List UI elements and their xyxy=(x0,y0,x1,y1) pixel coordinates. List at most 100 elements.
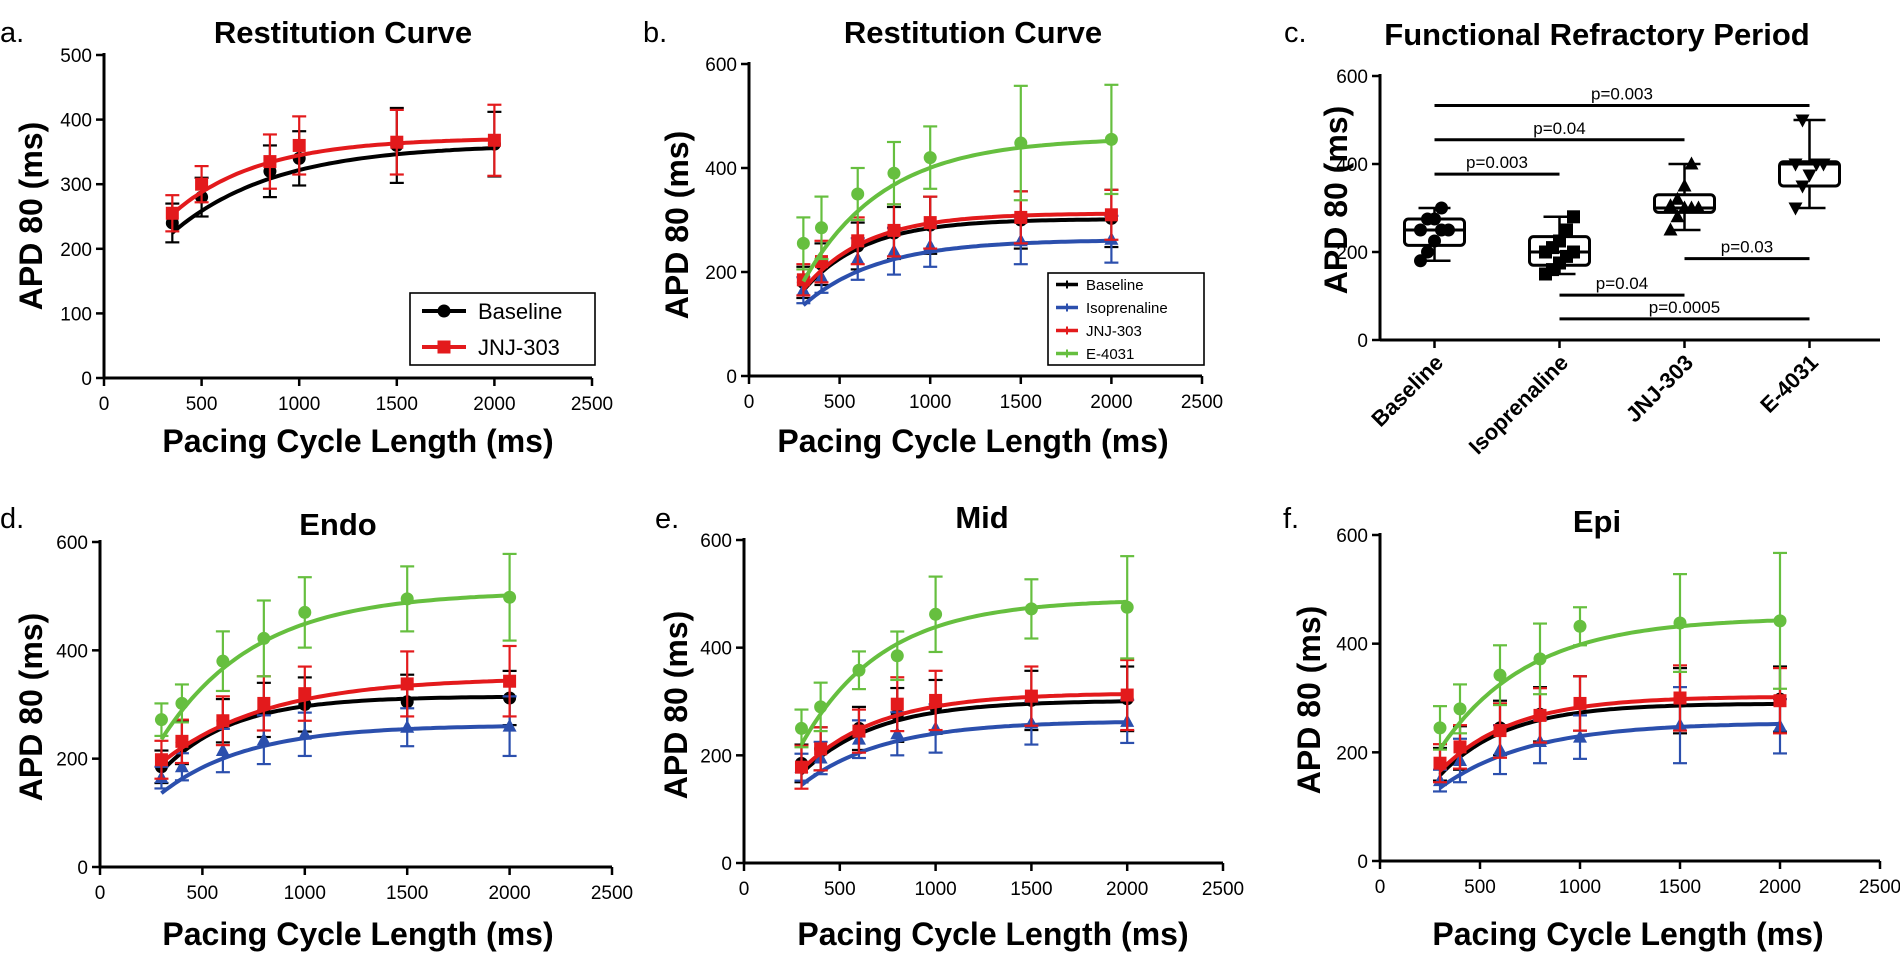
x-tick-label: 0 xyxy=(99,394,110,415)
box-point xyxy=(1670,209,1685,223)
data-point xyxy=(794,721,808,735)
box-point xyxy=(1788,158,1803,172)
data-point xyxy=(165,206,179,220)
data-point xyxy=(851,234,865,248)
data-point xyxy=(814,700,828,714)
fit-curve xyxy=(159,593,510,741)
data-point xyxy=(923,216,937,230)
box-point xyxy=(1567,210,1580,224)
chart-title: Functional Refractory Period xyxy=(1384,17,1809,52)
box-point xyxy=(1684,156,1699,170)
series-jnj-303 xyxy=(165,103,502,233)
legend: Baseline JNJ-303 xyxy=(409,292,596,366)
fit-curve xyxy=(171,146,495,235)
y-tick-label: 300 xyxy=(60,175,92,196)
y-tick-label: 0 xyxy=(1357,852,1368,873)
category-label: JNJ-303 xyxy=(1621,350,1698,427)
data-point xyxy=(890,726,905,740)
data-point xyxy=(814,742,828,756)
y-tick-label: 400 xyxy=(60,111,92,132)
box-point xyxy=(1421,245,1434,259)
y-tick-label: 400 xyxy=(705,159,737,180)
data-point xyxy=(1773,614,1787,628)
fit-curve xyxy=(160,724,510,795)
series-e-4031 xyxy=(1433,551,1787,751)
fit-curve xyxy=(801,139,1112,283)
box-point xyxy=(1677,178,1692,192)
x-tick-label: 1500 xyxy=(376,394,418,415)
data-point xyxy=(887,223,901,237)
y-tick-label: 200 xyxy=(56,750,88,771)
y-tick-label: 500 xyxy=(60,46,92,67)
significance-label: p=0.0005 xyxy=(1649,298,1720,317)
data-point xyxy=(794,760,808,774)
y-tick-label: 0 xyxy=(81,369,92,390)
y-tick-label: 200 xyxy=(705,263,737,284)
x-tick-label: 1500 xyxy=(1000,392,1042,413)
series-e-4031 xyxy=(154,552,517,741)
y-axis-label: APD 80 (ms) xyxy=(1318,106,1354,295)
data-point xyxy=(923,151,937,165)
box-point xyxy=(1802,169,1817,183)
series-jnj-303 xyxy=(794,658,1135,790)
data-point xyxy=(1573,729,1587,743)
y-tick-label: 0 xyxy=(77,858,88,879)
x-tick-label: 2500 xyxy=(591,883,633,904)
data-point xyxy=(390,135,404,149)
y-tick-label: 400 xyxy=(56,641,88,662)
box-point xyxy=(1442,223,1455,237)
x-tick-label: 0 xyxy=(1375,877,1386,898)
x-tick-label: 500 xyxy=(1464,877,1496,898)
data-point xyxy=(1493,724,1507,738)
x-tick-label: 0 xyxy=(744,392,755,413)
y-tick-label: 400 xyxy=(700,639,732,660)
x-tick-label: 1500 xyxy=(386,883,428,904)
data-point xyxy=(298,687,312,701)
chart-title: Epi xyxy=(1573,504,1621,539)
significance-label: p=0.04 xyxy=(1533,119,1585,138)
panel-label: e. xyxy=(655,503,679,535)
box-point xyxy=(1428,234,1441,248)
y-tick-label: 200 xyxy=(700,746,732,767)
data-point xyxy=(400,592,414,606)
data-point xyxy=(887,166,901,180)
x-tick-label: 2500 xyxy=(1181,392,1223,413)
x-tick-label: 500 xyxy=(187,883,219,904)
y-tick-label: 0 xyxy=(1357,331,1368,352)
y-tick-label: 600 xyxy=(56,533,88,554)
data-point xyxy=(929,607,943,621)
box-point xyxy=(1560,223,1573,237)
legend-box xyxy=(1047,272,1205,366)
data-point xyxy=(297,726,312,740)
data-point xyxy=(1533,708,1547,722)
data-point xyxy=(502,718,517,732)
x-tick-label: 2500 xyxy=(571,394,613,415)
box-jnj-303 xyxy=(1653,156,1716,236)
data-point xyxy=(257,696,271,710)
data-point xyxy=(195,177,209,191)
box-point xyxy=(1414,254,1427,268)
data-point xyxy=(215,743,230,757)
category-label: Isoprenaline xyxy=(1464,350,1573,459)
data-point xyxy=(174,759,189,773)
data-point xyxy=(1673,691,1687,705)
chart-title: Restitution Curve xyxy=(844,15,1102,50)
box-point xyxy=(1435,201,1448,215)
x-tick-label: 1000 xyxy=(914,879,956,900)
legend-label: Baseline xyxy=(478,299,562,324)
category-label: E-4031 xyxy=(1755,350,1823,418)
y-tick-label: 600 xyxy=(1336,526,1368,547)
fit-curve xyxy=(800,720,1128,787)
data-point xyxy=(1024,689,1038,703)
x-tick-label: 2000 xyxy=(473,394,515,415)
category-label: Baseline xyxy=(1366,350,1448,432)
x-tick-label: 2500 xyxy=(1202,879,1244,900)
significance-label: p=0.04 xyxy=(1596,274,1648,293)
y-tick-label: 100 xyxy=(60,304,92,325)
data-point xyxy=(1573,619,1587,633)
chart-panel-c: c. Functional Refractory Period APD 80 (ms… xyxy=(1284,17,1880,459)
data-point xyxy=(890,649,904,663)
data-point xyxy=(292,138,306,152)
y-tick-label: 0 xyxy=(721,854,732,875)
